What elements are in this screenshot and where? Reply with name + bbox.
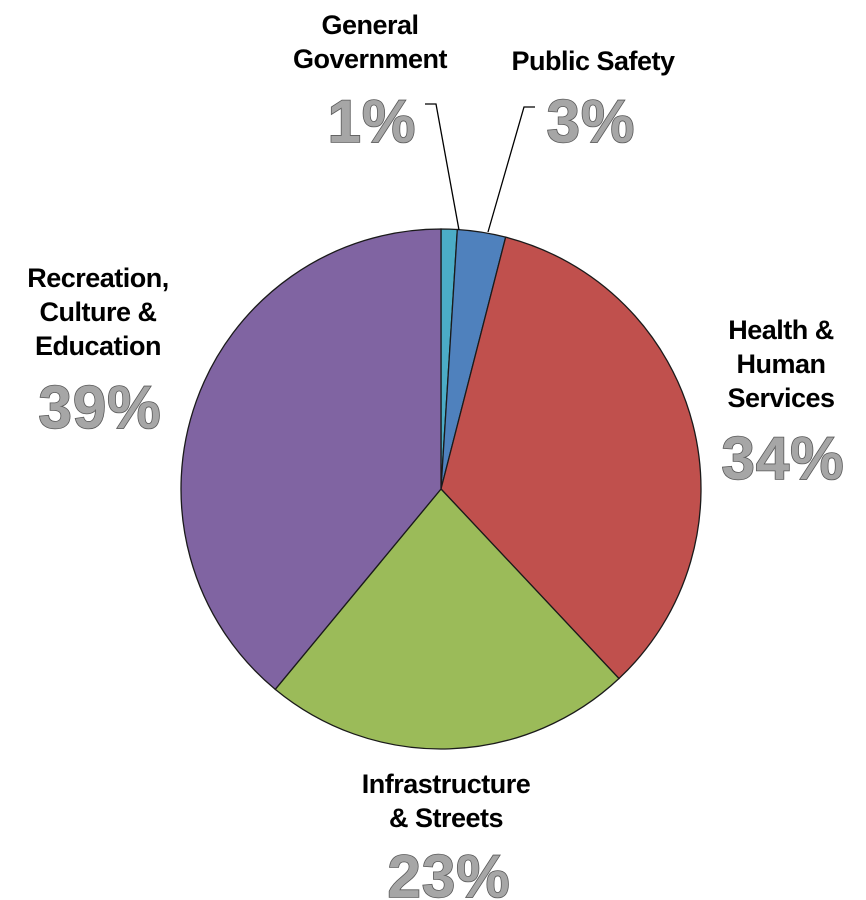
percent-label: 1% xyxy=(328,88,417,155)
category-label-line: & Streets xyxy=(389,803,503,833)
slice-label-infrastructure-streets: Infrastructure & Streets 23% xyxy=(362,769,532,900)
category-label-line: Public Safety xyxy=(511,46,675,76)
category-label-line: Government xyxy=(293,44,448,74)
category-label-line: General xyxy=(321,10,418,40)
slice-label-health-human-services: Health & Human Services 34% xyxy=(721,315,845,493)
category-label-line: Recreation, xyxy=(27,263,169,293)
pie-slice-recreation-culture-education xyxy=(180,228,442,691)
percent-label: 3% xyxy=(547,88,636,155)
slice-label-general-government: General Government 1% xyxy=(293,10,448,156)
category-label-line: Services xyxy=(727,383,834,413)
category-label-line: Culture & xyxy=(40,297,157,327)
leader-lines xyxy=(425,103,535,233)
leader-line-public-safety xyxy=(487,106,535,233)
percent-label: 39% xyxy=(38,374,161,441)
category-label-line: Health & xyxy=(728,315,834,345)
slice-label-recreation-culture-education: Recreation, Culture & Education 39% xyxy=(27,263,169,442)
percent-label: 23% xyxy=(387,843,510,900)
category-label-line: Education xyxy=(35,331,161,361)
category-label-line: Human xyxy=(736,349,825,379)
percent-label: 34% xyxy=(721,425,844,492)
slice-label-public-safety: Public Safety 3% xyxy=(511,46,675,156)
leader-line-general-government xyxy=(425,103,460,231)
pie-slice-health-human-services xyxy=(440,236,702,680)
pie-slice-infrastructure-streets xyxy=(274,488,620,750)
category-label-line: Infrastructure xyxy=(362,769,531,799)
pie-slices xyxy=(180,228,702,750)
